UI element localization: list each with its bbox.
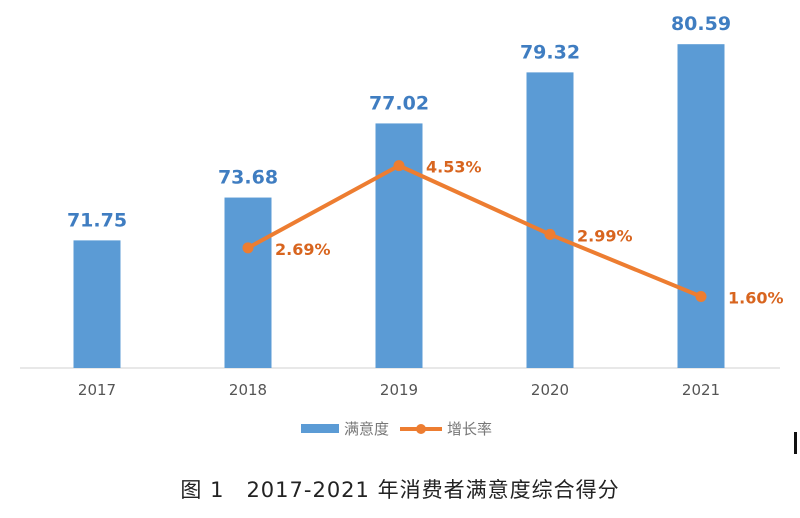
legend-label-bar: 满意度 [344, 420, 389, 438]
legend-swatch-bar [301, 424, 339, 433]
line-label-2020: 2.99% [577, 226, 633, 245]
edge-mark [794, 432, 797, 454]
x-tick-label-2019: 2019 [380, 381, 418, 399]
bar-label-2017: 71.75 [67, 209, 127, 231]
line-point-2019 [393, 160, 405, 172]
growth-line [247, 163, 702, 299]
bar-label-2019: 77.02 [369, 92, 429, 114]
line-point-2021 [695, 291, 707, 303]
bar-label-2020: 79.32 [520, 41, 580, 63]
line-label-2019: 4.53% [426, 158, 482, 177]
x-tick-label-2018: 2018 [229, 381, 267, 399]
legend-label-line: 增长率 [447, 420, 492, 438]
line-point-2018 [242, 242, 254, 254]
chart-title: 图 1 2017-2021 年消费者满意度综合得分 [180, 478, 620, 502]
x-tick-label-2020: 2020 [531, 381, 569, 399]
line-point-2020 [544, 228, 556, 240]
bar-2017 [73, 240, 121, 368]
bar-2019 [375, 123, 423, 368]
legend-swatch-point [416, 424, 426, 434]
line-label-2021: 1.60% [728, 289, 784, 308]
x-tick-label-2017: 2017 [78, 381, 116, 399]
x-tick-label-2021: 2021 [682, 381, 720, 399]
bar-label-2018: 73.68 [218, 167, 278, 189]
bar-label-2021: 80.59 [671, 13, 731, 35]
bar-2021 [677, 44, 725, 368]
bar-2020 [526, 72, 574, 369]
line-label-2018: 2.69% [275, 240, 331, 259]
bar-2018 [224, 197, 272, 368]
